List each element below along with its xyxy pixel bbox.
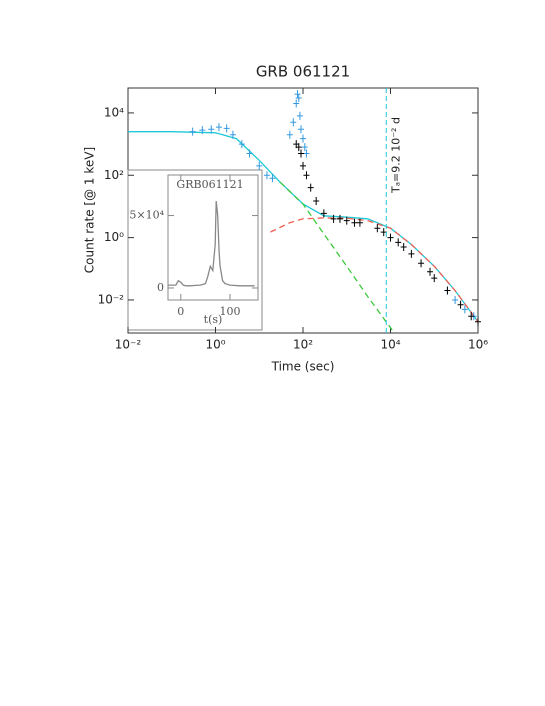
data-point xyxy=(380,228,387,237)
data-point xyxy=(269,174,276,183)
data-point xyxy=(320,209,327,218)
data-point xyxy=(461,305,468,314)
data-point xyxy=(293,99,300,108)
data-point xyxy=(189,127,196,136)
data-point xyxy=(263,171,270,180)
data-point xyxy=(400,242,407,251)
annotation-label: Tₐ=9.2 10⁻² d xyxy=(389,117,402,194)
y-tick-label: 10⁰ xyxy=(104,230,124,244)
data-point xyxy=(286,130,293,139)
data-point xyxy=(294,90,301,99)
data-point xyxy=(301,143,308,152)
data-point xyxy=(300,161,306,170)
x-tick-label: 10⁴ xyxy=(380,338,400,352)
data-point xyxy=(418,259,425,268)
data-point xyxy=(303,171,310,180)
inset-title: GRB061121 xyxy=(176,178,243,191)
data-point xyxy=(351,218,358,227)
data-point xyxy=(356,218,363,227)
inset-x-label: t(s) xyxy=(204,313,223,326)
data-point xyxy=(336,214,343,223)
chart-title: GRB 061121 xyxy=(256,63,350,81)
model-curve xyxy=(270,217,479,323)
data-point xyxy=(296,111,303,120)
x-tick-label: 10² xyxy=(293,338,313,352)
y-tick-label: 0 xyxy=(157,281,164,294)
data-point xyxy=(444,286,451,295)
data-point xyxy=(395,238,402,247)
data-point xyxy=(457,300,464,309)
data-point xyxy=(297,125,304,134)
data-point xyxy=(452,295,459,304)
data-point xyxy=(475,317,481,326)
data-point xyxy=(343,216,350,225)
data-point xyxy=(427,267,434,276)
data-point xyxy=(387,233,394,242)
y-tick-label: 5×10⁴ xyxy=(129,209,164,222)
data-point xyxy=(256,161,263,170)
light-curve xyxy=(168,201,255,287)
data-point xyxy=(408,249,415,258)
x-tick-label: 10⁻² xyxy=(115,338,142,352)
x-axis-label: Time (sec) xyxy=(271,360,335,374)
x-tick-label: 10⁶ xyxy=(468,338,488,352)
data-point xyxy=(238,140,245,149)
inset-frame xyxy=(127,169,263,331)
y-tick-label: 10⁻² xyxy=(98,292,125,306)
data-point xyxy=(303,149,310,158)
inset-plot-frame xyxy=(167,174,259,301)
x-tick-label: 100 xyxy=(219,305,240,318)
data-point xyxy=(297,149,304,158)
x-tick-label: 0 xyxy=(177,305,184,318)
data-point xyxy=(246,149,253,158)
data-point xyxy=(313,196,320,205)
data-point xyxy=(208,125,215,134)
data-point xyxy=(295,143,302,152)
y-tick-label: 10² xyxy=(104,168,124,182)
data-point xyxy=(290,118,297,127)
data-point xyxy=(307,183,314,192)
y-axis-label: Count rate [@ 1 keV] xyxy=(83,147,97,273)
y-tick-label: 10⁴ xyxy=(104,105,124,119)
data-point xyxy=(468,312,475,321)
x-tick-label: 10⁰ xyxy=(205,338,225,352)
data-point xyxy=(431,274,438,283)
data-point xyxy=(330,214,337,223)
data-point xyxy=(215,123,222,132)
model-curve xyxy=(279,181,395,333)
data-point xyxy=(229,130,236,139)
data-point xyxy=(374,224,381,233)
data-point xyxy=(199,126,206,135)
data-point xyxy=(300,134,306,143)
data-point xyxy=(223,124,230,133)
data-point xyxy=(295,94,302,103)
